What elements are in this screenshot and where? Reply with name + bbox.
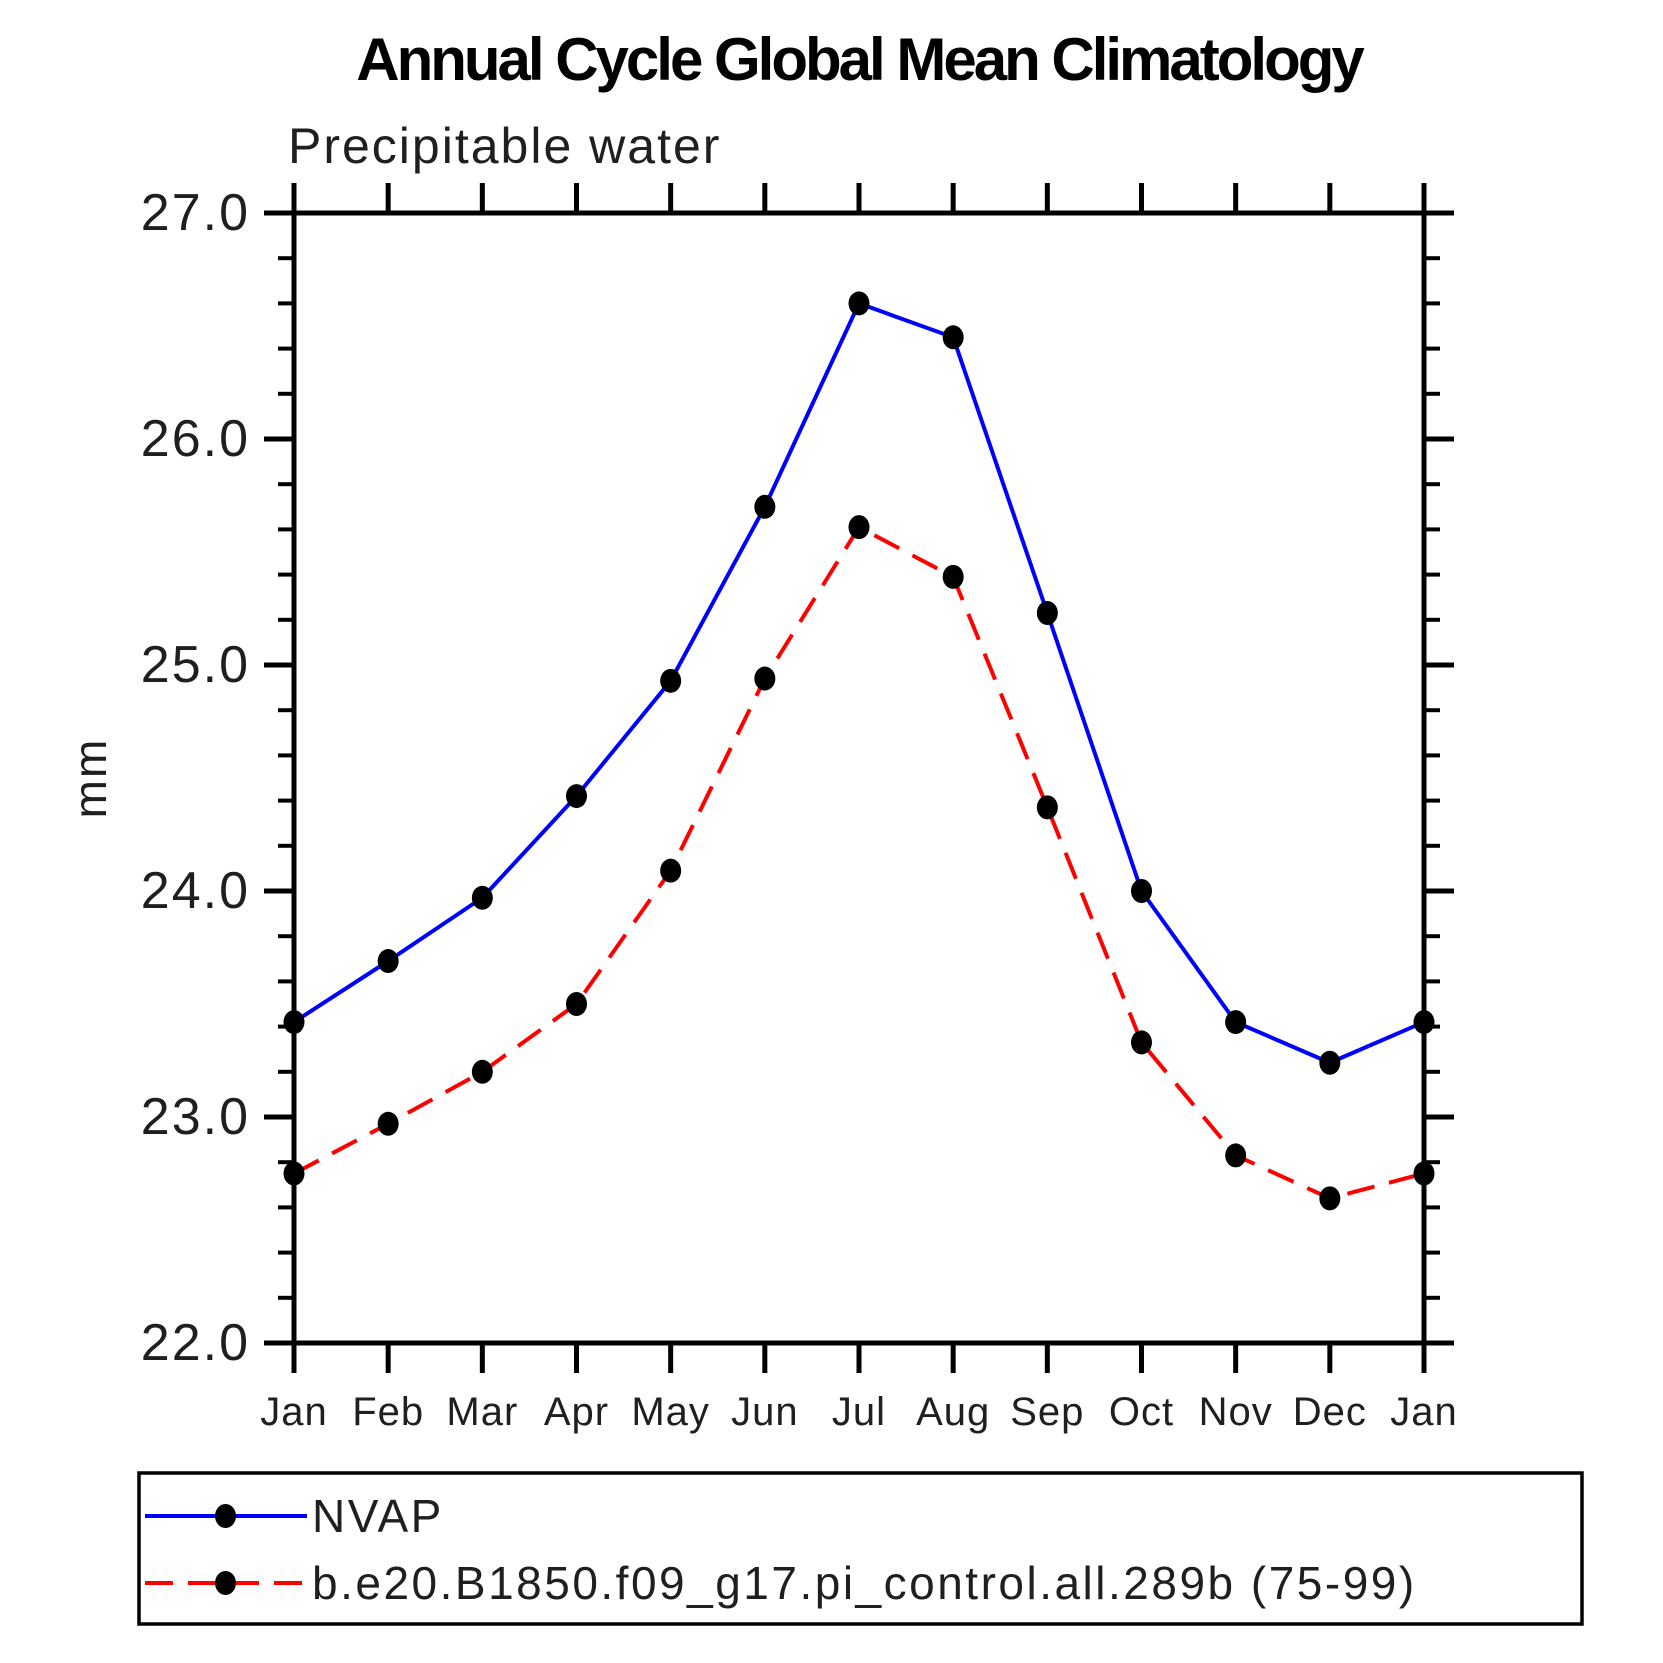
data-point-marker <box>1319 1186 1341 1211</box>
series-line-model <box>293 524 1425 1201</box>
legend-marker <box>215 1504 236 1528</box>
data-point-marker <box>377 949 399 974</box>
data-point-marker <box>754 494 776 519</box>
x-tick-label: Jun <box>731 1390 799 1434</box>
y-axis-label: mm <box>64 737 116 819</box>
x-tick-label: Dec <box>1292 1390 1367 1434</box>
data-point-marker <box>1413 1161 1435 1186</box>
x-tick-label: Sep <box>1010 1390 1085 1434</box>
data-point-marker <box>848 515 870 540</box>
data-point-marker <box>942 564 964 589</box>
legend-marker <box>215 1571 236 1595</box>
x-tick-label: Jan <box>260 1390 328 1434</box>
data-point-marker <box>283 1161 305 1186</box>
chart-subtitle: Precipitable water <box>288 118 722 174</box>
legend-box <box>137 1471 1584 1626</box>
data-point-marker <box>848 291 870 316</box>
data-point-marker <box>1036 795 1058 820</box>
x-tick-label: Apr <box>543 1390 610 1434</box>
x-tick-label: May <box>631 1390 710 1434</box>
data-point-marker <box>1131 879 1152 903</box>
data-point-marker <box>1131 1030 1152 1055</box>
y-tick-label: 23.0 <box>140 1088 250 1146</box>
data-point-marker <box>471 885 493 910</box>
x-tick-label: Nov <box>1198 1390 1273 1434</box>
y-tick-label: 27.0 <box>140 184 250 242</box>
data-point-marker <box>566 784 587 809</box>
plot-frame <box>291 210 1427 1346</box>
y-tick-label: 24.0 <box>140 862 250 920</box>
data-point-marker <box>1413 1010 1435 1035</box>
data-point-marker <box>1225 1010 1247 1035</box>
y-tick-label: 25.0 <box>140 636 250 694</box>
x-tick-label: Oct <box>1108 1390 1175 1434</box>
data-point-marker <box>471 1059 493 1084</box>
data-point-marker <box>660 858 682 883</box>
legend-label-model: b.e20.B1850.f09_g17.pi_control.all.289b … <box>312 1557 1417 1609</box>
x-tick-label: Aug <box>916 1390 991 1434</box>
data-point-marker <box>377 1111 399 1136</box>
x-tick-label: Feb <box>352 1390 425 1434</box>
x-tick-label: Jan <box>1390 1390 1458 1434</box>
legend-label-nvap: NVAP <box>312 1490 444 1542</box>
data-point-marker <box>566 992 587 1016</box>
data-point-marker <box>1225 1143 1247 1168</box>
data-point-marker <box>660 668 682 693</box>
data-point-marker <box>1319 1050 1341 1075</box>
data-point-marker <box>1036 601 1058 626</box>
y-tick-label: 26.0 <box>140 410 250 468</box>
data-point-marker <box>942 325 964 350</box>
data-point-marker <box>283 1010 305 1035</box>
x-tick-label: Mar <box>446 1390 519 1434</box>
data-point-marker <box>754 666 776 691</box>
x-tick-label: Jul <box>831 1390 887 1434</box>
chart-title: Annual Cycle Global Mean Climatology <box>356 26 1365 93</box>
series-line-nvap <box>292 300 1425 1065</box>
y-tick-label: 22.0 <box>140 1314 250 1372</box>
